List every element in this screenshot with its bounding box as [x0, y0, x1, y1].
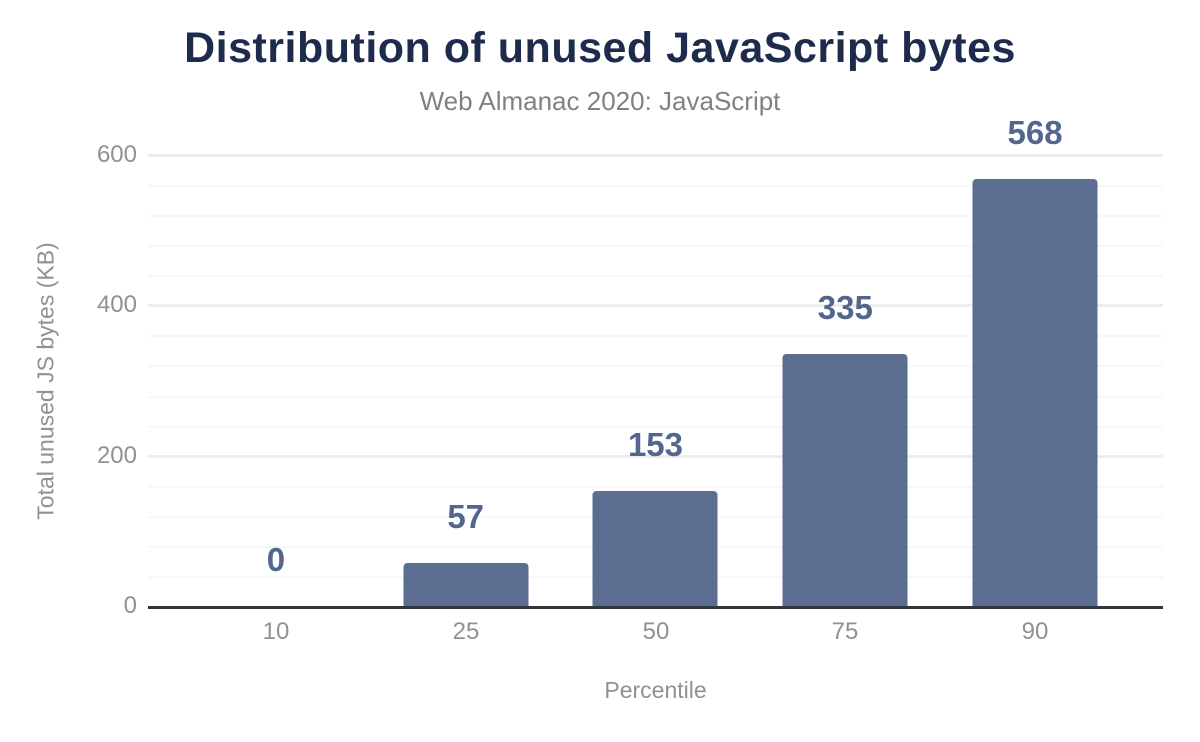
gridline-minor	[148, 426, 1163, 428]
gridline-major	[148, 304, 1163, 307]
y-tick-label-200: 200	[96, 442, 137, 469]
chart-title: Distribution of unused JavaScript bytes	[184, 24, 1016, 72]
gridline-minor	[148, 486, 1163, 488]
gridline-major	[148, 455, 1163, 458]
y-axis-title-text: Total unused JS bytes (KB)	[32, 242, 59, 520]
bar-50	[592, 491, 718, 606]
gridline-minor	[148, 185, 1163, 187]
gridline-minor	[148, 396, 1163, 398]
bar-band-10: 0	[181, 155, 371, 606]
bar-value-label-90: 568	[1007, 114, 1063, 151]
x-axis-line	[148, 606, 1163, 609]
x-tick-label-25: 25	[452, 618, 480, 645]
bar-value-label-25: 57	[447, 498, 485, 535]
gridline-minor	[148, 335, 1163, 337]
gridline-minor	[148, 245, 1163, 247]
x-tick-label-90: 90	[1021, 618, 1049, 645]
plot-area: 0 57 153 335 568	[148, 114, 1163, 609]
y-tick-label-400: 400	[96, 291, 137, 318]
bar-band-50: 153	[561, 155, 751, 606]
bar-value-label-75: 335	[817, 289, 873, 326]
bar-band-90: 568	[940, 114, 1130, 606]
y-tick-label-0: 0	[123, 592, 137, 619]
gridline-minor	[148, 365, 1163, 367]
bar-90	[972, 179, 1098, 606]
x-tick-label-50: 50	[642, 618, 670, 645]
bar-75	[782, 354, 908, 606]
chart-subtitle: Web Almanac 2020: JavaScript	[419, 86, 781, 116]
bar-value-label-50: 153	[627, 426, 684, 463]
bar-value-label-10: 0	[266, 541, 286, 578]
x-tick-label-75: 75	[831, 618, 859, 645]
y-tick-label-600: 600	[96, 141, 137, 168]
gridline-major	[148, 154, 1163, 157]
gridline-minor	[148, 215, 1163, 217]
x-axis-title: Percentile	[604, 677, 707, 703]
gridline-minor	[148, 275, 1163, 277]
x-tick-label-10: 10	[262, 618, 290, 645]
bar-band-25: 57	[371, 155, 561, 606]
bar-series: 0 57 153 335 568	[181, 114, 1130, 606]
bar-band-75: 335	[750, 155, 940, 606]
bar-25	[403, 563, 529, 606]
